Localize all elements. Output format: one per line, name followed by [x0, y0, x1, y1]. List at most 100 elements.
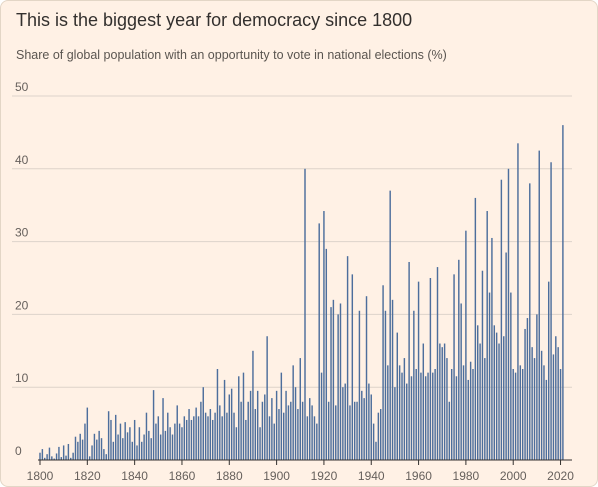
bar-1946: [384, 310, 387, 460]
bar-1895: [264, 394, 266, 460]
bar-1867: [197, 416, 200, 460]
bar-1892: [256, 390, 259, 460]
chart-subtitle: Share of global population with an oppor…: [16, 48, 447, 62]
bar-1975: [453, 274, 455, 460]
x-tick-label: 1940: [358, 469, 385, 483]
x-tick-label: 1920: [311, 469, 338, 483]
bar-1990: [488, 292, 491, 460]
bar-1857: [174, 423, 176, 460]
chart-title: This is the biggest year for democracy s…: [16, 10, 413, 30]
bar-1974: [450, 369, 453, 460]
bar-1986: [479, 343, 481, 460]
bar-1912: [304, 168, 306, 461]
bar-1832: [114, 414, 117, 460]
bar-1976: [455, 376, 458, 460]
bar-1854: [167, 412, 169, 460]
bar-1972: [446, 358, 448, 460]
bar-2008: [531, 347, 533, 460]
x-tick-label: 2000: [500, 469, 527, 483]
bar-1928: [342, 387, 344, 460]
bar-1804: [48, 447, 51, 460]
bar-1918: [318, 223, 320, 460]
bar-1853: [164, 430, 167, 460]
bar-1814: [72, 452, 74, 460]
bar-1939: [368, 383, 370, 460]
bar-1900: [275, 390, 278, 460]
y-tick-label: 10: [15, 371, 29, 385]
x-axis-tick-labels: 1800 1820 1840 1860 1880 1900 1920 1940 1960 1980…: [27, 469, 575, 483]
bar-1894: [261, 401, 264, 460]
bar-1963: [424, 376, 427, 460]
bar-2017: [552, 354, 555, 460]
bar-2003: [519, 365, 522, 460]
bar-1935: [358, 310, 361, 460]
bar-1906: [290, 401, 292, 460]
bar-1866: [195, 407, 197, 460]
y-tick-label: 50: [15, 80, 29, 94]
bar-1850: [157, 416, 160, 460]
bar-1945: [382, 285, 384, 460]
bar-1965: [429, 278, 432, 460]
bar-1876: [219, 405, 221, 460]
bar-1869: [202, 387, 204, 460]
bar-1856: [171, 434, 174, 460]
bar-1809: [60, 457, 63, 460]
bar-1910: [299, 358, 301, 460]
bar-1949: [391, 299, 394, 460]
bar-1843: [141, 441, 143, 460]
bar-1880: [228, 394, 231, 460]
bar-2007: [529, 183, 531, 461]
bar-1932: [351, 274, 354, 460]
x-tick-label: 1980: [453, 469, 480, 483]
bar-1971: [443, 343, 446, 460]
bar-1897: [268, 416, 271, 460]
bar-1833: [117, 434, 119, 460]
bar-1979: [462, 365, 465, 460]
bar-1839: [131, 441, 133, 460]
bar-1896: [266, 336, 268, 460]
bar-1988: [484, 358, 486, 460]
bar-2005: [524, 328, 526, 460]
bar-2002: [517, 143, 519, 460]
bar-1953: [401, 372, 403, 460]
bar-1951: [396, 332, 398, 460]
bar-1961: [420, 372, 422, 460]
bar-2021: [562, 125, 564, 461]
bar-1877: [221, 416, 223, 460]
bar-1815: [74, 436, 77, 460]
bar-1954: [403, 358, 406, 460]
bar-2015: [547, 281, 550, 460]
bar-1980: [465, 230, 467, 460]
bar-1847: [150, 438, 152, 460]
bar-1926: [337, 314, 339, 460]
bar-1977: [458, 259, 460, 460]
bar-1899: [273, 423, 275, 460]
bar-1991: [491, 237, 493, 460]
bar-1845: [145, 412, 148, 460]
bar-1925: [335, 405, 337, 460]
bar-1909: [297, 409, 299, 460]
bar-1911: [301, 401, 304, 460]
bar-1948: [389, 190, 391, 460]
bar-1828: [105, 454, 107, 460]
y-tick-label: 0: [15, 444, 22, 458]
bar-1966: [432, 372, 434, 460]
x-tick-label: 1820: [74, 469, 101, 483]
bar-1964: [427, 372, 429, 460]
bar-1922: [327, 401, 330, 460]
bar-1973: [448, 401, 451, 460]
bar-1846: [148, 430, 150, 460]
bar-1882: [233, 412, 235, 460]
bar-1844: [143, 434, 145, 460]
bar-1947: [387, 365, 389, 460]
bar-1934: [356, 401, 358, 460]
bar-1873: [212, 419, 214, 460]
bar-1871: [207, 416, 209, 460]
bar-1938: [365, 296, 368, 460]
bar-1848: [152, 390, 155, 460]
bar-1916: [313, 416, 316, 460]
bar-1875: [216, 369, 219, 460]
bar-2004: [521, 369, 524, 460]
